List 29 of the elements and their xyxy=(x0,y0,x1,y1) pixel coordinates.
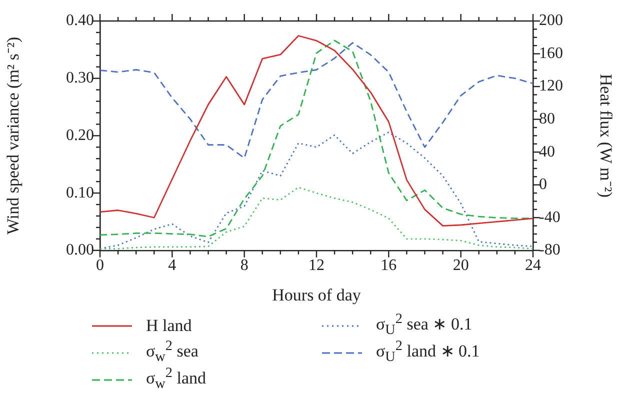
x-tick-label: 8 xyxy=(240,257,248,274)
y2-tick-label: 160 xyxy=(539,44,563,62)
x-tick-label: 24 xyxy=(525,257,541,274)
x-tick-label: 12 xyxy=(308,257,324,274)
y2-axis-title: Heat flux (W m⁻²) xyxy=(596,74,616,198)
y2-tick-label: 0 xyxy=(539,176,547,194)
y2-tick-label: 200 xyxy=(539,12,563,30)
y-tick-label: 0.20 xyxy=(66,126,94,144)
y-tick-label: 0.40 xyxy=(66,12,94,30)
x-tick-label: 16 xyxy=(380,257,397,274)
y-tick-label: 0.30 xyxy=(66,70,94,87)
legend-label: σ$_{U}$$^{2}$ land ∗ 0.1 xyxy=(376,338,480,367)
y-tick-label: 0.00 xyxy=(66,242,94,259)
legend-label: σ$_{w}$$^{2}$ land xyxy=(146,365,206,394)
x-axis-title: Hours of day xyxy=(272,285,362,304)
x-tick-label: 20 xyxy=(452,257,469,274)
legend-label: H land xyxy=(146,316,192,336)
y2-tick-label: 80 xyxy=(539,110,555,128)
y2-tick-label: -40 xyxy=(539,208,560,226)
y-tick-label: 0.10 xyxy=(66,184,94,202)
legend-label: σ$_{U}$$^{2}$ sea ∗ 0.1 xyxy=(376,311,472,340)
y-axis-title: Wind speed variance (m² s⁻²) xyxy=(4,36,23,235)
x-tick-label: 0 xyxy=(96,257,104,274)
x-tick-label: 4 xyxy=(168,257,176,274)
legend-label: σ$_{w}$$^{2}$ sea xyxy=(146,338,198,367)
line-series xyxy=(100,42,533,159)
y2-tick-label: 120 xyxy=(539,78,563,95)
y2-tick-label: 40 xyxy=(539,143,555,160)
y2-tick-label: -80 xyxy=(539,242,560,259)
